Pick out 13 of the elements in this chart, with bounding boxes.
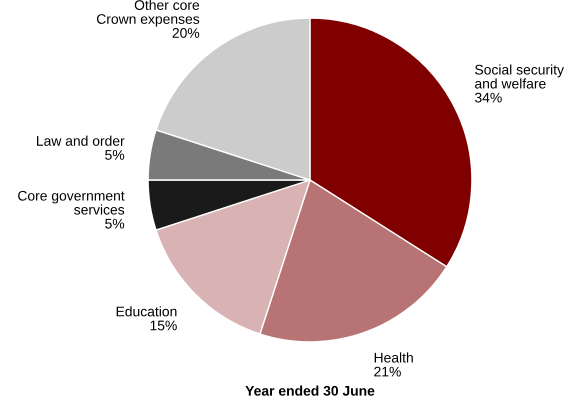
data-label: 5% [105,218,124,229]
data-label: 5% [105,150,124,160]
slice-label: Core government services [18,190,125,215]
data-label: 15% [150,320,177,330]
slice-label: Law and order [37,136,124,146]
slice-label: Social security and welfare [475,64,564,89]
slice-label: Health [374,352,413,363]
text: Year ended 30 June [245,386,374,396]
data-label: 20% [172,28,200,38]
data-label: 34% [474,92,502,103]
slice-label: Other core Crown expenses [96,0,200,27]
data-label: 21% [374,366,401,376]
slice-label: Education [116,306,176,316]
